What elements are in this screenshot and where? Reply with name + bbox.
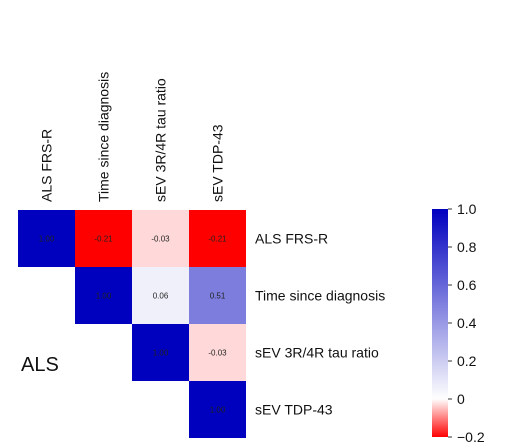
cell-value-label-1-1: 1.00 (96, 292, 112, 301)
cell-value-label-2-3: -0.03 (208, 349, 227, 358)
heatmap-cell-2-2 (132, 324, 189, 381)
cell-value-label-0-2: -0.03 (151, 235, 170, 244)
column-label-3: sEV TDP-43 (210, 124, 226, 202)
heatmap-cells: 1.00 -0.21 -0.03 -0.21 1.00 0.06 0.51 1.00 -0.03… (18, 210, 246, 438)
heatmap-cell-2-3 (189, 324, 246, 381)
column-label-0: ALS FRS-R (39, 129, 55, 202)
column-labels: ALS FRS-R Time since diagnosis sEV 3R/4R t… (39, 72, 226, 202)
colorbar-gradient (432, 209, 448, 437)
heatmap-cell-0-1 (75, 210, 132, 267)
heatmap-cell-0-3 (189, 210, 246, 267)
row-label-2: sEV 3R/4R tau ratio (255, 345, 379, 361)
heatmap-cell-1-2 (132, 267, 189, 324)
heatmap-cell-3-3 (189, 381, 246, 438)
colorbar-tick-label-5: 0 (457, 391, 465, 407)
cell-value-label-1-2: 0.06 (153, 292, 169, 301)
colorbar-tick-label-3: 0.4 (457, 315, 477, 331)
row-label-1: Time since diagnosis (255, 288, 385, 304)
group-label: ALS (21, 354, 59, 376)
colorbar-tick-label-4: 0.2 (457, 353, 477, 369)
heatmap-cell-0-2 (132, 210, 189, 267)
column-label-1: Time since diagnosis (96, 72, 112, 202)
heatmap-cell-0-0 (18, 210, 75, 267)
colorbar-tick-label-1: 0.8 (457, 239, 477, 255)
colorbar-tick-label-2: 0.6 (457, 277, 477, 293)
heatmap-cell-1-1 (75, 267, 132, 324)
cell-value-label-0-0: 1.00 (39, 235, 55, 244)
heatmap-cell-1-3 (189, 267, 246, 324)
cell-value-label-2-2: 1.00 (153, 349, 169, 358)
colorbar-tick-label-0: 1.0 (457, 201, 477, 217)
cell-value-label-3-3: 1.00 (210, 406, 226, 415)
cell-value-label-0-1: -0.21 (94, 235, 113, 244)
row-labels: ALS FRS-R Time since diagnosis sEV 3R/4R t… (255, 231, 385, 418)
colorbar: 1.0 0.8 0.6 0.4 0.2 0 −0.2 (432, 201, 485, 445)
row-label-0: ALS FRS-R (255, 231, 328, 247)
cell-value-label-0-3: -0.21 (208, 235, 227, 244)
cell-value-label-1-3: 0.51 (210, 292, 226, 301)
row-label-3: sEV TDP-43 (255, 402, 333, 418)
colorbar-tick-label-6: −0.2 (457, 429, 485, 445)
column-label-2: sEV 3R/4R tau ratio (153, 78, 169, 202)
